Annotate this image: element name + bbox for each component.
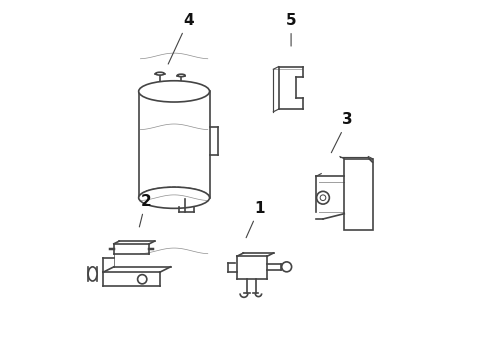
Circle shape xyxy=(282,262,292,272)
Text: 4: 4 xyxy=(168,13,194,64)
Text: 1: 1 xyxy=(246,201,265,238)
Bar xyxy=(344,159,372,230)
Ellipse shape xyxy=(177,74,185,77)
Circle shape xyxy=(317,192,329,204)
Ellipse shape xyxy=(139,81,210,102)
Circle shape xyxy=(320,195,326,201)
Text: 5: 5 xyxy=(286,13,296,46)
Ellipse shape xyxy=(88,267,97,281)
Circle shape xyxy=(138,275,147,284)
Ellipse shape xyxy=(155,72,164,75)
Ellipse shape xyxy=(139,187,210,208)
Text: 3: 3 xyxy=(331,112,353,153)
Text: 2: 2 xyxy=(139,194,151,227)
